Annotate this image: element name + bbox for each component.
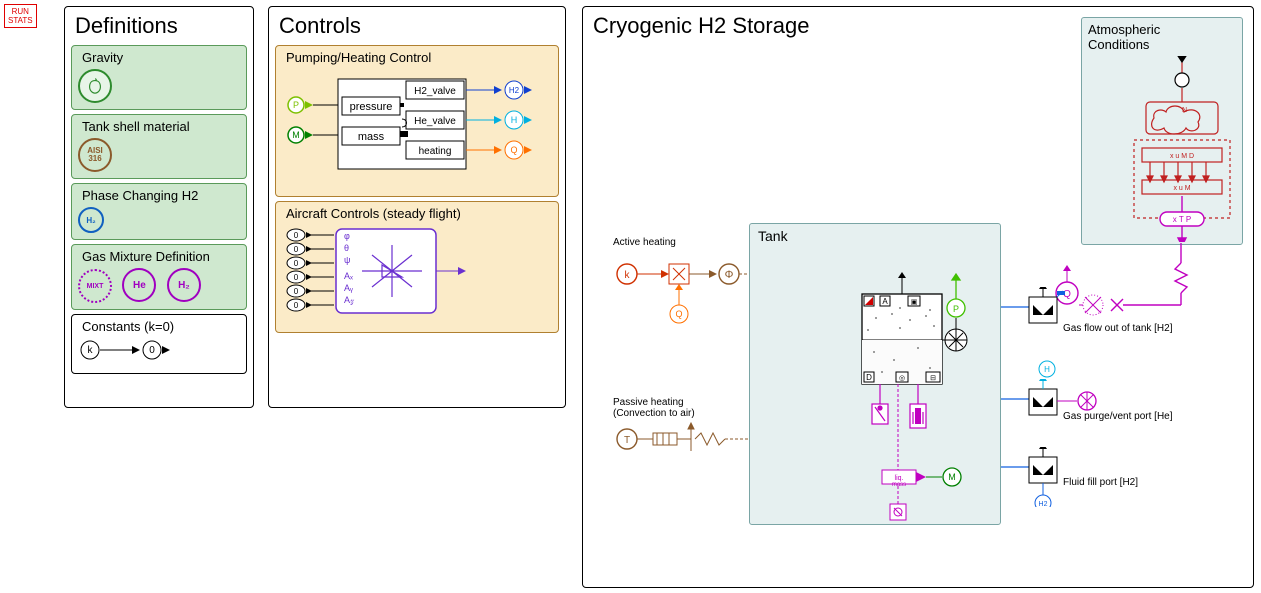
- svg-text:x T P: x T P: [1173, 215, 1191, 224]
- cryo-panel: Cryogenic H2 Storage Atmospheric Conditi…: [582, 6, 1254, 588]
- svg-text:He_valve: He_valve: [414, 116, 456, 127]
- svg-text:P: P: [953, 304, 959, 314]
- gravity-apple-icon: [78, 69, 112, 103]
- svg-text:0: 0: [294, 245, 299, 254]
- svg-text:P: P: [293, 100, 299, 110]
- svg-text:ψ: ψ: [344, 255, 350, 265]
- svg-text:φ: φ: [344, 231, 350, 241]
- port-label-he: Gas purge/vent port [He]: [1063, 411, 1173, 422]
- h2-phase-icon: H₂: [78, 207, 104, 233]
- svg-text:0: 0: [149, 345, 155, 356]
- svg-text:A: A: [882, 297, 888, 306]
- svg-text:x u M: x u M: [1173, 185, 1190, 192]
- mixture-h2-icon: H₂: [167, 268, 201, 302]
- def-label-constants: Constants (k=0): [82, 319, 240, 334]
- svg-text:Φ: Φ: [725, 269, 734, 281]
- svg-text:0: 0: [294, 287, 299, 296]
- svg-text:liq.: liq.: [895, 475, 904, 482]
- svg-text:Aₓ: Aₓ: [344, 271, 353, 281]
- run-stats-badge[interactable]: RUN STATS: [4, 4, 37, 28]
- def-label-gravity: Gravity: [82, 50, 240, 65]
- pumping-control-block[interactable]: Pumping/Heating Control P M pressure mas…: [275, 45, 559, 197]
- svg-text:M: M: [948, 472, 956, 482]
- mixture-mixt-icon: MIXT: [78, 269, 112, 303]
- constants-k-to-0-icon: k 0: [78, 338, 188, 362]
- def-label-mixture: Gas Mixture Definition: [82, 249, 240, 264]
- svg-text:N: N: [1182, 107, 1187, 114]
- passive-heating-label: Passive heating (Convection to air): [613, 397, 763, 419]
- svg-text:H: H: [1044, 365, 1050, 374]
- svg-text:pressure: pressure: [350, 101, 393, 113]
- svg-text:mass: mass: [358, 131, 385, 143]
- aircraft-diagram: 0 0 0 0 0 0 φθψ Aₓ Aᵧ A𝓏: [282, 225, 482, 317]
- svg-text:mass: mass: [892, 482, 906, 488]
- svg-text:0: 0: [294, 259, 299, 268]
- def-block-gravity[interactable]: Gravity: [71, 45, 247, 110]
- svg-text:A𝓏: A𝓏: [344, 295, 355, 305]
- svg-text:Q: Q: [675, 309, 682, 319]
- pumping-diagram: P M pressure mass H2_valve He_valve heat…: [282, 69, 554, 181]
- controls-title: Controls: [279, 13, 565, 39]
- pumping-title: Pumping/Heating Control: [286, 50, 552, 65]
- passive-heating-diagram: T: [613, 419, 763, 459]
- def-block-phase-h2[interactable]: Phase Changing H2 H₂: [71, 183, 247, 240]
- svg-text:⊟: ⊟: [930, 375, 936, 382]
- svg-text:D: D: [866, 373, 872, 382]
- def-label-phase-h2: Phase Changing H2: [82, 188, 240, 203]
- atm-diagram: N x u M D x u M: [1082, 56, 1242, 242]
- tank-diagram: A ▣ D ◎ ⊟ P: [750, 248, 1000, 524]
- svg-text:H2: H2: [509, 86, 520, 95]
- definitions-panel: Definitions Gravity Tank shell material …: [64, 6, 254, 408]
- passive-heating-group: Passive heating (Convection to air) T: [613, 397, 763, 464]
- svg-text:H2: H2: [1039, 501, 1048, 507]
- svg-text:0: 0: [294, 301, 299, 310]
- svg-text:0: 0: [294, 273, 299, 282]
- def-block-constants[interactable]: Constants (k=0) k 0: [71, 314, 247, 374]
- definitions-title: Definitions: [75, 13, 253, 39]
- aircraft-title: Aircraft Controls (steady flight): [286, 206, 552, 221]
- aircraft-control-block[interactable]: Aircraft Controls (steady flight) 000 00…: [275, 201, 559, 333]
- active-heating-group: Active heating k Φ Q: [613, 237, 753, 333]
- run-stats-line2: STATS: [8, 16, 33, 25]
- material-aisi-icon: AISI316: [78, 138, 112, 172]
- active-heating-diagram: k Φ Q: [613, 248, 753, 328]
- run-stats-line1: RUN: [8, 7, 33, 16]
- def-block-mixture[interactable]: Gas Mixture Definition MIXT He H₂: [71, 244, 247, 310]
- controls-panel: Controls Pumping/Heating Control P M pre…: [268, 6, 566, 408]
- svg-text:M: M: [292, 130, 300, 140]
- svg-text:Aᵧ: Aᵧ: [344, 283, 353, 293]
- svg-text:▣: ▣: [911, 299, 918, 306]
- def-block-material[interactable]: Tank shell material AISI316: [71, 114, 247, 179]
- h-signal-icon: H: [1037, 359, 1057, 381]
- svg-text:T: T: [624, 435, 630, 446]
- mixture-he-icon: He: [122, 268, 156, 302]
- port-label-gas-out: Gas flow out of tank [H2]: [1063, 323, 1173, 334]
- active-heating-label: Active heating: [613, 237, 753, 248]
- svg-text:0: 0: [294, 231, 299, 240]
- svg-text:H2_valve: H2_valve: [414, 86, 456, 97]
- svg-text:Q: Q: [510, 145, 517, 155]
- port-label-fill: Fluid fill port [H2]: [1063, 477, 1138, 488]
- svg-text:H: H: [511, 115, 518, 125]
- svg-text:x u M D: x u M D: [1170, 153, 1194, 160]
- def-label-material: Tank shell material: [82, 119, 240, 134]
- tank-block[interactable]: Tank A ▣ D ◎ ⊟ P: [749, 223, 1001, 525]
- svg-text:heating: heating: [419, 146, 452, 157]
- svg-text:θ: θ: [344, 243, 349, 253]
- tank-title: Tank: [758, 228, 992, 244]
- atm-conditions-block[interactable]: Atmospheric Conditions N: [1081, 17, 1243, 245]
- svg-text:◎: ◎: [899, 375, 905, 382]
- atm-title: Atmospheric Conditions: [1088, 22, 1236, 52]
